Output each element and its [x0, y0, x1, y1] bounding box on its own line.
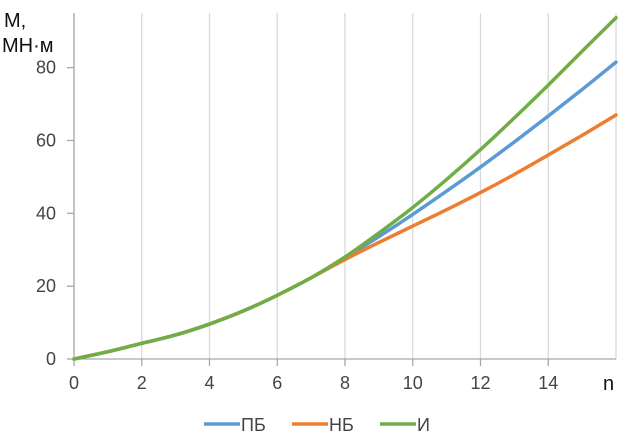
y-tick-label: 0	[46, 349, 56, 369]
y-tick-label: 80	[36, 58, 56, 78]
series-line-3	[72, 15, 618, 361]
axes	[67, 13, 616, 366]
legend-label-2: НБ	[329, 415, 354, 435]
x-tick-label: 14	[538, 373, 558, 393]
legend: ПБ НБ И	[204, 415, 430, 435]
x-axis-title: n	[603, 373, 614, 395]
y-axis-title-line1: М,	[4, 10, 26, 32]
x-tick-label: 2	[137, 373, 147, 393]
x-tick-label: 10	[403, 373, 423, 393]
x-tick-label: 8	[340, 373, 350, 393]
y-axis-title-line2: МН·м	[2, 35, 54, 57]
series-lines	[72, 15, 618, 361]
x-tick-label: 4	[204, 373, 214, 393]
y-tick-label: 60	[36, 130, 56, 150]
tick-labels: 0 20 40 60 80 0 2 4 6 8 10 12 14	[36, 58, 558, 393]
x-tick-label: 12	[470, 373, 490, 393]
x-tick-label: 6	[272, 373, 282, 393]
legend-label-1: ПБ	[241, 415, 266, 435]
legend-label-3: И	[417, 415, 430, 435]
grid-lines	[141, 13, 617, 359]
y-tick-label: 40	[36, 203, 56, 223]
x-tick-label: 0	[69, 373, 79, 393]
y-tick-label: 20	[36, 276, 56, 296]
